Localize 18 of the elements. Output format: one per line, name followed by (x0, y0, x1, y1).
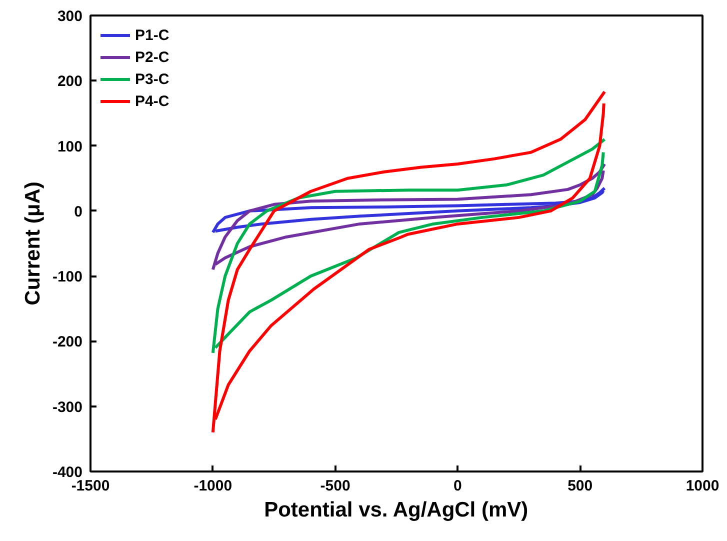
x-tick-label: 1000 (686, 478, 720, 494)
legend-label: P2-C (135, 48, 170, 66)
x-tick-label: -1000 (194, 478, 232, 494)
y-tick-label: -300 (52, 398, 83, 416)
y-tick-label: 0 (74, 203, 82, 220)
x-tick-label: -500 (320, 478, 350, 494)
legend-label: P4-C (135, 92, 170, 110)
y-axis-title: Current (μA) (21, 182, 44, 306)
y-tick-label: 300 (57, 8, 83, 25)
x-tick-label: 0 (454, 478, 462, 494)
x-axis-title: Potential vs. Ag/AgCl (mV) (264, 498, 528, 522)
x-tick-label: 500 (568, 478, 593, 494)
legend-label: P1-C (135, 26, 170, 44)
y-tick-label: -100 (52, 268, 83, 286)
y-tick-label: 100 (57, 138, 83, 156)
y-tick-label: 200 (57, 73, 83, 90)
y-tick-label: -200 (52, 334, 83, 351)
legend-label: P3-C (135, 70, 170, 88)
